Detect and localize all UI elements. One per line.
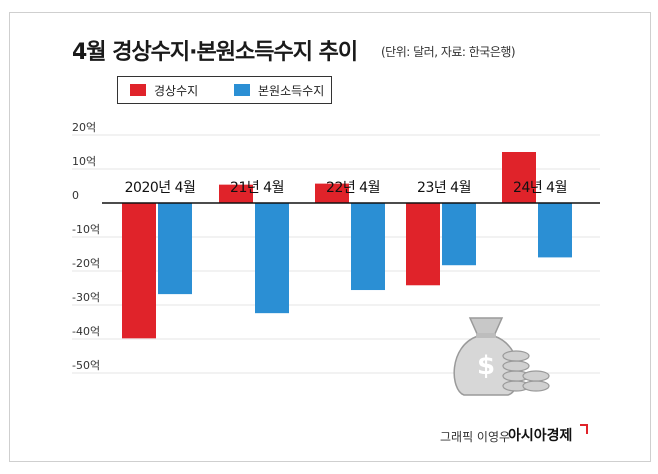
x-category-label: 21년 4월: [230, 180, 284, 196]
money-bag-coins-icon: $: [453, 317, 550, 396]
y-tick-label: -20억: [72, 257, 100, 270]
bar-current-account: [406, 203, 440, 286]
legend-swatch-primary-income: [234, 84, 250, 96]
y-tick-label: -50억: [72, 359, 100, 372]
y-tick-label: -30억: [72, 291, 100, 304]
y-tick-label: -10억: [72, 223, 100, 236]
bar-primary-income: [158, 203, 192, 295]
x-category-label: 23년 4월: [417, 180, 471, 196]
x-category-label: 2020년 4월: [125, 180, 196, 196]
bar-current-account: [122, 203, 156, 339]
y-tick-label: 10억: [72, 155, 96, 168]
legend-swatch-current-account: [130, 84, 146, 96]
legend: 경상수지 본원소득수지: [117, 76, 332, 104]
x-category-label: 22년 4월: [326, 180, 380, 196]
y-tick-label: 20억: [72, 121, 96, 134]
x-category-label: 24년 4월: [513, 180, 567, 196]
publisher-logo-mark: [580, 424, 588, 434]
legend-label-current-account: 경상수지: [154, 84, 199, 98]
chart-subtitle: (단위: 달러, 자료: 한국은행): [381, 45, 516, 59]
svg-text:$: $: [477, 351, 495, 381]
graphic-credit: 그래픽 이영우: [440, 430, 511, 444]
y-tick-label: 0: [72, 189, 79, 202]
bar-current-account: [502, 152, 536, 203]
bar-current-account: [315, 183, 349, 203]
page-title: 4월 경상수지·본원소득수지 추이: [72, 40, 358, 65]
bar-current-account: [219, 184, 253, 203]
bar-primary-income: [538, 203, 572, 258]
y-tick-label: -40억: [72, 325, 100, 338]
bar-primary-income: [351, 203, 385, 291]
publisher-logo: 아시아경제: [508, 428, 573, 444]
bar-primary-income: [255, 203, 289, 314]
bar-primary-income: [442, 203, 476, 266]
legend-label-primary-income: 본원소득수지: [258, 84, 325, 98]
